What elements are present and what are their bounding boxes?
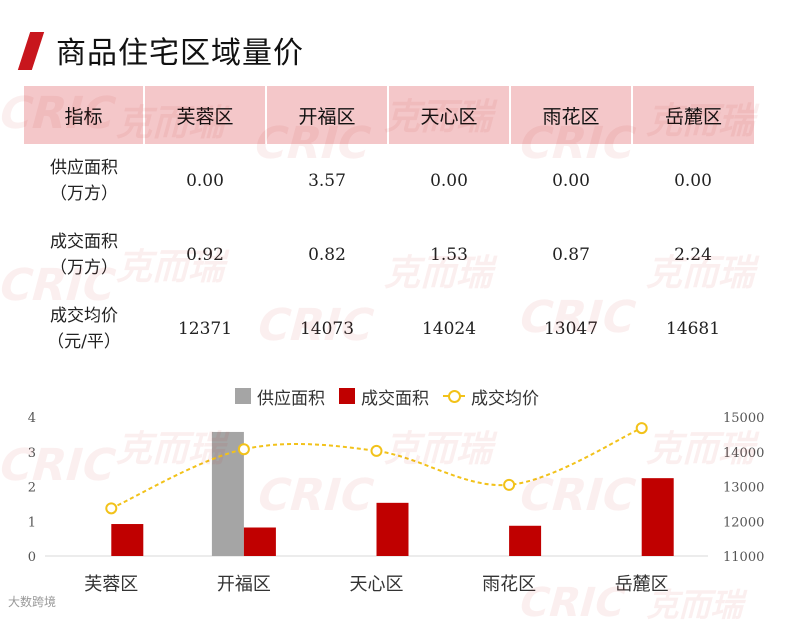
page-title: 商品住宅区域量价	[56, 36, 304, 71]
bar-deal	[243, 527, 276, 556]
table-cell: 0.82	[308, 245, 346, 265]
table-cell: 0.87	[552, 245, 590, 265]
x-tick-label: 天心区	[350, 574, 404, 595]
chart-legend: 供应面积 成交面积 成交均价	[235, 384, 539, 409]
data-table: 指标 芙蓉区 开福区 天心区 雨花区 岳麓区 供应面积 （万方） 0.00 3.…	[24, 86, 754, 366]
table-cell: 12371	[177, 319, 233, 339]
table-row: 成交均价 （元/平） 12371 14073 14024 13047 14681	[24, 292, 754, 366]
point-price	[105, 502, 118, 515]
y-right-tick-label: 15000	[723, 411, 764, 426]
combo-chart: 0 1 2 3 4 11000 12000 13000 14000 15000 芙蓉区 开福区 天心区 雨…	[28, 411, 765, 595]
column-header: 雨花区	[510, 86, 633, 144]
table-header-row: 指标 芙蓉区 开福区 天心区 雨花区 岳麓区	[24, 86, 754, 144]
row-label-line: 成交面积	[50, 232, 118, 252]
row-label-unit: （万方）	[50, 184, 118, 204]
table-cell: 0.00	[430, 171, 468, 191]
table-row: 成交面积 （万方） 0.92 0.82 1.53 0.87 2.24	[24, 218, 754, 292]
row-label-line: 成交均价	[50, 306, 118, 326]
legend-swatch-supply	[235, 388, 251, 404]
bar-deal	[376, 502, 409, 556]
y-left-tick-label: 3	[28, 446, 36, 461]
legend-item-deal: 成交面积	[339, 384, 429, 409]
y-right-tick-label: 14000	[723, 446, 764, 461]
table-cell: 14073	[299, 319, 355, 339]
table-row: 供应面积 （万方） 0.00 3.57 0.00 0.00 0.00	[24, 144, 754, 218]
row-label: 供应面积 （万方）	[24, 144, 144, 218]
column-header: 岳麓区	[632, 86, 754, 144]
table-cell: 0.00	[674, 171, 712, 191]
table-cell: 0.00	[552, 171, 590, 191]
y-right-tick-label: 11000	[723, 550, 764, 565]
y-right-tick-label: 13000	[723, 481, 764, 496]
point-price	[237, 443, 250, 456]
legend-label-deal: 成交面积	[361, 388, 429, 409]
footer-logo: 大数跨境	[8, 595, 57, 609]
y-left-tick-label: 0	[28, 550, 36, 565]
table-cell: 14681	[665, 319, 721, 339]
table-cell: 14024	[421, 319, 477, 339]
y-left-tick-label: 4	[28, 411, 36, 426]
point-price	[370, 444, 383, 457]
legend-label-supply: 供应面积	[257, 388, 325, 409]
point-price	[503, 478, 516, 491]
bar-deal	[509, 525, 542, 556]
table-corner-header: 指标	[24, 86, 145, 144]
x-tick-label: 雨花区	[482, 574, 536, 595]
column-header: 芙蓉区	[144, 86, 267, 144]
row-label-unit: （元/平）	[47, 332, 121, 352]
bar-deal	[111, 524, 144, 556]
legend-item-supply: 供应面积	[235, 384, 325, 409]
table-cell: 0.92	[186, 245, 224, 265]
row-label: 成交面积 （万方）	[24, 218, 144, 292]
column-header: 开福区	[266, 86, 389, 144]
row-label-line: 供应面积	[50, 158, 118, 178]
legend-item-price: 成交均价	[443, 384, 539, 409]
bar-deal	[641, 478, 674, 556]
y-left-tick-label: 2	[28, 481, 36, 496]
table-cell: 1.53	[430, 245, 468, 265]
legend-swatch-deal	[339, 388, 355, 404]
column-header: 天心区	[388, 86, 511, 144]
x-tick-label: 岳麓区	[615, 574, 669, 595]
y-right-tick-label: 12000	[723, 515, 764, 530]
legend-swatch-price	[443, 389, 465, 403]
table-cell: 3.57	[308, 171, 346, 191]
table-cell: 0.00	[186, 171, 224, 191]
title-accent-stripe	[17, 32, 45, 70]
x-tick-label: 开福区	[217, 574, 271, 595]
x-tick-label: 芙蓉区	[84, 574, 138, 595]
table-cell: 13047	[543, 319, 599, 339]
row-label-unit: （万方）	[50, 258, 118, 278]
y-left-tick-label: 1	[28, 515, 36, 530]
point-price	[635, 422, 648, 435]
row-label: 成交均价 （元/平）	[24, 292, 144, 366]
line-price	[110, 427, 643, 510]
table-cell: 2.24	[674, 245, 712, 265]
legend-label-price: 成交均价	[471, 388, 539, 409]
